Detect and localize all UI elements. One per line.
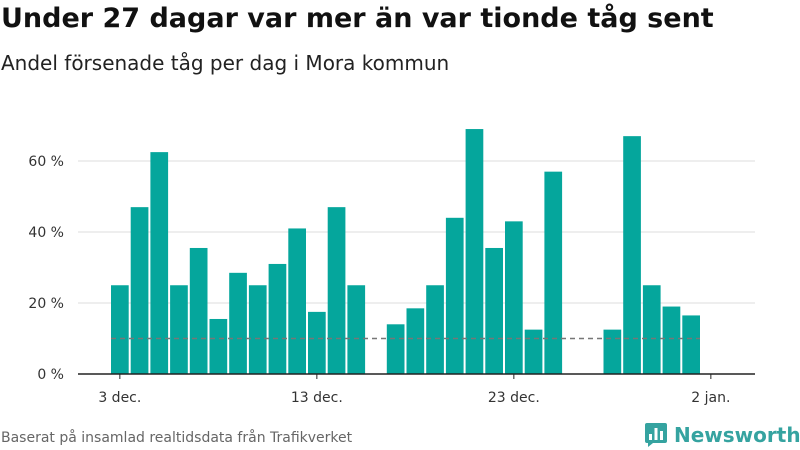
bar xyxy=(209,318,228,374)
bar xyxy=(308,311,326,374)
chart-subtitle: Andel försenade tåg per dag i Mora kommu… xyxy=(1,51,450,75)
bar xyxy=(170,285,188,374)
newsworthy-logo: Newsworthy xyxy=(644,420,800,450)
x-tick-label: 2 jan. xyxy=(691,390,730,406)
source-note: Baserat på insamlad realtidsdata från Tr… xyxy=(1,430,353,446)
bar xyxy=(347,285,366,374)
bar xyxy=(642,285,661,374)
y-tick-label: 60 % xyxy=(28,154,64,170)
bar xyxy=(445,217,464,374)
bar xyxy=(485,247,503,374)
y-tick-label: 20 % xyxy=(28,296,64,312)
bar xyxy=(524,329,543,374)
y-tick-label: 40 % xyxy=(28,225,64,241)
bar xyxy=(682,315,700,374)
newsworthy-logo-text: Newsworthy xyxy=(674,423,800,447)
bar xyxy=(465,129,484,374)
gridlines xyxy=(78,160,755,304)
bar xyxy=(505,221,523,374)
bars xyxy=(111,129,700,374)
bar xyxy=(111,285,129,374)
y-tick-label: 0 % xyxy=(37,367,64,383)
x-tick-label: 23 dec. xyxy=(488,390,540,406)
bar xyxy=(130,207,149,374)
bar xyxy=(603,329,622,374)
bar xyxy=(150,152,169,374)
bar xyxy=(623,136,641,374)
x-tick-label: 13 dec. xyxy=(291,390,343,406)
bar xyxy=(248,285,267,374)
axes: 0 % 20 % 40 % 60 % 3 dec. 13 dec. 23 dec. 2 jan… xyxy=(28,154,755,406)
bar xyxy=(406,308,425,374)
bar xyxy=(189,247,208,374)
bar xyxy=(386,324,405,374)
bar xyxy=(544,171,563,374)
bar xyxy=(327,207,346,374)
bar xyxy=(426,285,444,374)
bar xyxy=(268,263,287,374)
x-tick-label: 3 dec. xyxy=(98,390,141,406)
chart-title: Under 27 dagar var mer än var tionde tåg… xyxy=(1,3,714,34)
bar xyxy=(662,306,681,374)
bar xyxy=(288,228,306,374)
delay-bar-chart: 0 % 20 % 40 % 60 % 3 dec. 13 dec. 23 dec. 2 jan… xyxy=(28,129,755,406)
newsworthy-logo-icon xyxy=(645,423,667,447)
bar xyxy=(229,272,247,374)
